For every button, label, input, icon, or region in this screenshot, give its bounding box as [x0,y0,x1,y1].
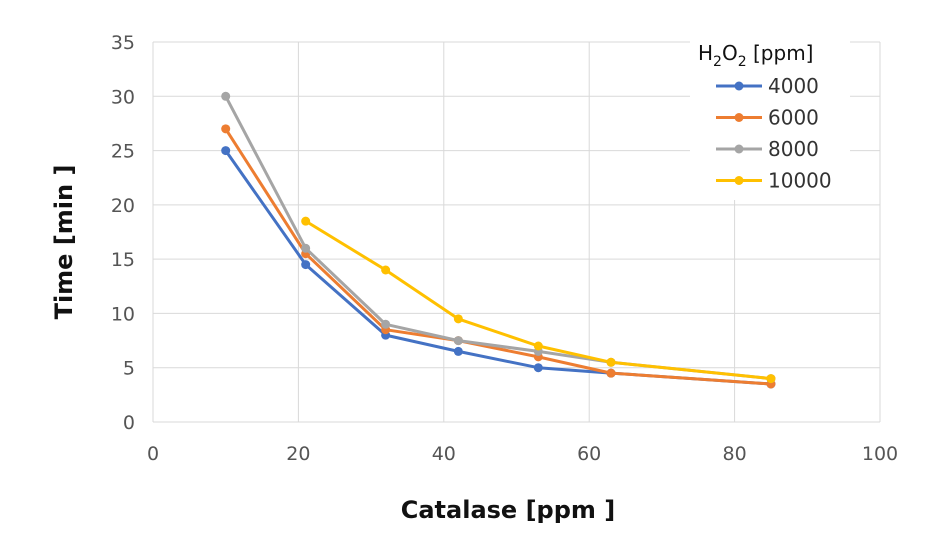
y-axis-title: Time [min ] [50,165,78,320]
data-point-4000-3 [453,346,463,356]
series-10000 [301,216,776,384]
legend-label-6000: 6000 [768,106,819,130]
data-point-8000-2 [381,319,391,329]
data-point-10000-5 [766,374,776,384]
legend-item-8000: 8000 [716,137,819,161]
data-point-10000-2 [453,314,463,324]
x-tick-label-100: 100 [862,443,898,465]
series-group [221,91,776,389]
y-tick-label-25: 25 [111,141,135,163]
data-point-10000-4 [606,357,616,367]
gridlines [152,41,881,423]
legend-item-6000: 6000 [716,106,819,130]
legend-label-10000: 10000 [768,169,832,193]
data-point-8000-1 [301,243,311,253]
series-line-10000 [304,219,773,381]
data-point-6000-5 [606,368,616,378]
x-tick-labels: 0 20 40 60 80 100 [147,443,898,465]
x-tick-label-40: 40 [432,443,456,465]
x-tick-label-80: 80 [723,443,747,465]
y-tick-label-10: 10 [111,303,135,325]
legend-swatch-marker-6000 [734,113,744,122]
data-point-8000-0 [221,91,231,101]
data-point-10000-3 [533,341,543,351]
legend-background [690,30,850,200]
x-axis-title: Catalase [ppm ] [401,496,615,524]
data-point-6000-0 [221,124,231,134]
y-tick-labels: 0 5 10 15 20 25 30 35 [111,32,135,434]
legend-item-4000: 4000 [716,74,819,98]
legend-title-h: H [698,41,713,65]
data-point-10000-0 [301,216,311,226]
legend-swatch-marker-4000 [734,81,744,91]
x-tick-label-60: 60 [577,443,601,465]
data-point-4000-1 [301,260,311,270]
legend-items: 4000 6000 8000 10000 [716,74,832,193]
legend-title: H2O2 [ppm] [698,41,813,70]
x-tick-label-20: 20 [286,443,310,465]
data-point-4000-4 [533,363,543,373]
y-tick-label-30: 30 [111,86,135,108]
legend-item-10000: 10000 [716,169,832,193]
y-tick-label-0: 0 [123,412,135,434]
y-tick-label-15: 15 [111,249,135,271]
legend-title-unit: [ppm] [747,41,814,65]
legend-title-o: O [722,41,738,65]
series-line-8000 [224,94,773,381]
x-tick-label-0: 0 [147,443,159,465]
legend-title-sub1: 2 [713,54,722,70]
legend-swatch-marker-8000 [734,144,744,154]
legend-label-4000: 4000 [768,74,819,98]
legend-label-8000: 8000 [768,137,819,161]
y-tick-label-5: 5 [123,358,135,380]
data-point-4000-0 [221,146,231,156]
legend-title-sub2: 2 [738,54,747,70]
y-tick-label-35: 35 [111,32,135,54]
y-tick-label-20: 20 [111,195,135,217]
data-point-8000-3 [453,336,463,346]
data-point-10000-1 [381,265,391,275]
legend-swatch-marker-10000 [734,176,744,185]
